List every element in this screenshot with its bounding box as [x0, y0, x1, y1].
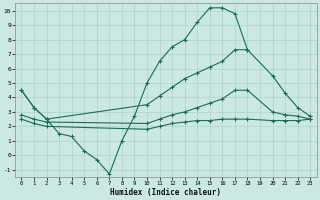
- X-axis label: Humidex (Indice chaleur): Humidex (Indice chaleur): [110, 188, 221, 197]
